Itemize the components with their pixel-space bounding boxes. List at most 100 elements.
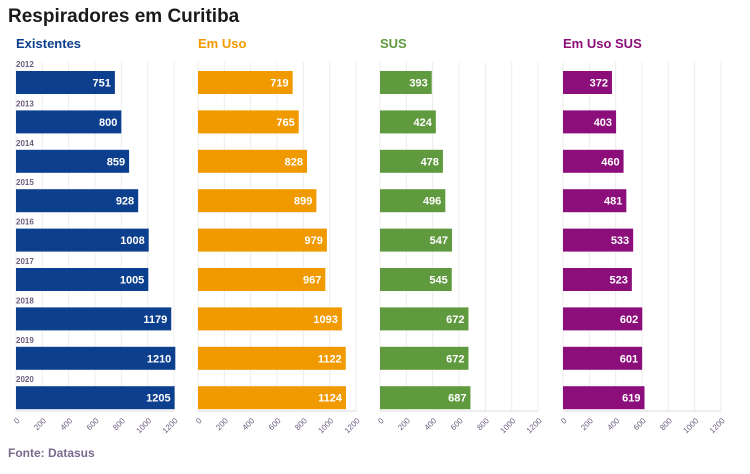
bar-em-uso-sus: [563, 346, 643, 370]
bar-value-label: 1008: [120, 235, 144, 247]
x-tick-label: 1200: [708, 416, 727, 435]
panel-title-existentes: Existentes: [16, 36, 81, 51]
bar-value-label: 828: [285, 156, 303, 168]
bar-em-uso: [198, 110, 299, 134]
bar-em-uso: [198, 149, 308, 173]
x-tick-label: 0: [376, 416, 386, 426]
year-label: 2014: [16, 139, 34, 148]
bar-sus: [380, 189, 446, 213]
bar-value-label: 1122: [318, 353, 342, 365]
x-tick-label: 1000: [134, 416, 153, 435]
bar-sus: [380, 110, 436, 134]
bar-existentes: [16, 386, 175, 410]
x-tick-label: 200: [579, 416, 595, 432]
bar-value-label: 481: [604, 196, 622, 208]
bar-value-label: 928: [116, 196, 134, 208]
bar-existentes: [16, 110, 122, 134]
x-tick-label: 600: [449, 416, 465, 432]
x-tick-label: 600: [632, 416, 648, 432]
bar-sus: [380, 71, 432, 94]
panel-title-em-uso: Em Uso: [198, 36, 246, 51]
bar-value-label: 1093: [313, 314, 337, 326]
bar-sus: [380, 268, 452, 291]
bar-value-label: 547: [430, 235, 448, 247]
bar-em-uso: [198, 386, 346, 410]
year-label: 2012: [16, 60, 34, 69]
bar-em-uso-sus: [563, 149, 624, 173]
bar-sus: [380, 386, 471, 410]
bar-sus: [380, 346, 469, 370]
x-tick-label: 600: [85, 416, 101, 432]
bar-value-label: 765: [276, 117, 294, 129]
year-label: 2015: [16, 178, 34, 187]
x-tick-label: 1200: [343, 416, 362, 435]
x-tick-label: 1000: [316, 416, 335, 435]
x-tick-label: 1200: [161, 416, 180, 435]
bar-value-label: 859: [107, 156, 125, 168]
bar-value-label: 533: [611, 235, 629, 247]
x-tick-label: 400: [423, 416, 439, 432]
source-note: Fonte: Datasus: [8, 446, 95, 460]
x-tick-label: 400: [241, 416, 257, 432]
bar-value-label: 979: [305, 235, 323, 247]
bar-value-label: 1179: [143, 314, 167, 326]
x-tick-label: 200: [32, 416, 48, 432]
x-tick-label: 400: [59, 416, 75, 432]
panel-title-sus: SUS: [380, 36, 407, 51]
x-tick-label: 400: [606, 416, 622, 432]
x-tick-label: 0: [12, 416, 22, 426]
bar-value-label: 899: [294, 196, 312, 208]
bar-sus: [380, 307, 469, 331]
x-tick-label: 0: [559, 416, 569, 426]
bar-value-label: 672: [446, 314, 464, 326]
year-label: 2020: [16, 375, 34, 384]
x-tick-label: 0: [194, 416, 204, 426]
year-label: 2016: [16, 218, 34, 227]
bar-existentes: [16, 149, 130, 173]
bar-em-uso-sus: [563, 110, 617, 134]
x-tick-label: 1200: [525, 416, 544, 435]
bar-value-label: 619: [622, 393, 640, 405]
bar-sus: [380, 228, 453, 252]
bar-value-label: 602: [620, 314, 638, 326]
bar-em-uso-sus: [563, 189, 627, 213]
bar-em-uso: [198, 268, 326, 291]
bar-value-label: 523: [610, 275, 628, 287]
bar-em-uso: [198, 346, 346, 370]
bar-value-label: 1210: [147, 353, 171, 365]
bar-value-label: 460: [601, 156, 619, 168]
bar-value-label: 1005: [120, 275, 144, 287]
bar-em-uso: [198, 307, 342, 331]
bar-existentes: [16, 346, 176, 370]
bar-value-label: 1205: [146, 393, 170, 405]
bar-value-label: 672: [446, 353, 464, 365]
x-tick-label: 800: [293, 416, 309, 432]
year-label: 2013: [16, 99, 34, 108]
bar-sus: [380, 149, 443, 173]
bar-value-label: 1124: [318, 393, 343, 405]
bar-value-label: 393: [409, 78, 427, 90]
bar-value-label: 601: [620, 353, 638, 365]
bar-existentes: [16, 307, 172, 331]
x-tick-label: 200: [396, 416, 412, 432]
bar-value-label: 967: [303, 275, 321, 287]
bar-existentes: [16, 71, 115, 94]
x-tick-label: 800: [475, 416, 491, 432]
bar-value-label: 372: [590, 78, 608, 90]
year-label: 2017: [16, 257, 34, 266]
bar-em-uso-sus: [563, 386, 645, 410]
year-label: 2019: [16, 336, 34, 345]
bar-value-label: 751: [93, 78, 111, 90]
x-tick-label: 1000: [681, 416, 700, 435]
bar-value-label: 403: [594, 117, 612, 129]
bar-value-label: 496: [423, 196, 441, 208]
x-tick-label: 800: [111, 416, 127, 432]
bar-value-label: 424: [413, 117, 432, 129]
bar-existentes: [16, 189, 139, 213]
x-tick-label: 800: [658, 416, 674, 432]
bar-value-label: 800: [99, 117, 117, 129]
bar-value-label: 719: [270, 78, 288, 90]
bar-value-label: 687: [448, 393, 466, 405]
bar-em-uso-sus: [563, 268, 632, 291]
